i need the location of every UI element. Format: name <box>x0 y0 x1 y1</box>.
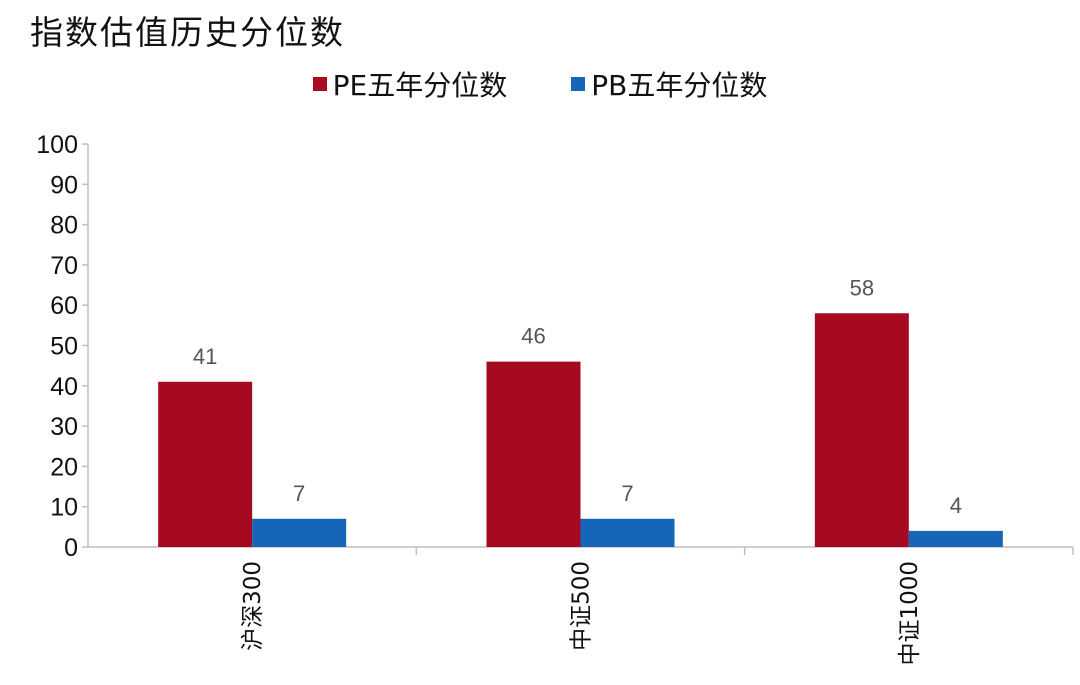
bar-pe <box>486 361 581 547</box>
bar-pb <box>908 530 1003 547</box>
legend-label-pe: PE五年分位数 <box>332 69 508 102</box>
y-tick-label: 60 <box>50 292 78 320</box>
category-label: 中证500 <box>569 561 595 651</box>
data-label: 41 <box>193 344 217 369</box>
data-label: 58 <box>850 275 874 300</box>
data-label: 46 <box>521 324 545 349</box>
data-label: 4 <box>950 493 962 518</box>
data-label: 7 <box>293 481 305 506</box>
y-tick-label: 100 <box>36 131 78 159</box>
bar-pb <box>580 518 675 547</box>
bar-pe <box>814 313 909 547</box>
y-tick-label: 10 <box>50 494 78 522</box>
y-tick-label: 40 <box>50 373 78 401</box>
legend-swatch-pe <box>312 77 327 91</box>
bar-pb <box>252 518 347 547</box>
category-label: 沪深300 <box>240 561 266 651</box>
y-tick-label: 30 <box>50 413 78 441</box>
category-label: 中证1000 <box>897 561 923 666</box>
legend-item-pb: PB五年分位数 <box>571 64 767 104</box>
legend-item-pe: PE五年分位数 <box>312 64 508 104</box>
legend-swatch-pb <box>571 77 586 91</box>
bar-pe <box>158 381 253 547</box>
data-label: 7 <box>621 481 633 506</box>
y-tick-label: 20 <box>50 453 78 481</box>
chart-title: 指数估值历史分位数 <box>30 13 345 52</box>
y-tick-label: 70 <box>50 252 78 280</box>
y-tick-label: 80 <box>50 212 78 240</box>
y-tick-label: 0 <box>64 534 78 562</box>
legend: PE五年分位数 PB五年分位数 <box>0 64 1080 104</box>
y-tick-label: 90 <box>50 171 78 199</box>
legend-label-pb: PB五年分位数 <box>591 69 768 102</box>
y-tick-label: 50 <box>50 333 78 361</box>
